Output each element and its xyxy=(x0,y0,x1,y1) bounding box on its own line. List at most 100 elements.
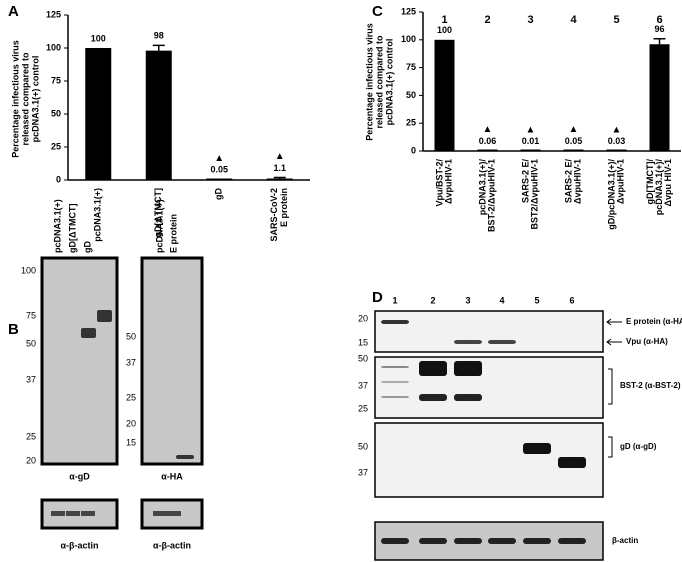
error-bar xyxy=(567,149,580,152)
y-axis-label: pcDNA3.1(+) control xyxy=(384,39,394,126)
lane-number: 4 xyxy=(570,14,577,26)
band xyxy=(381,381,409,383)
mw-marker: 20 xyxy=(26,455,36,465)
band xyxy=(381,320,409,324)
arrow xyxy=(606,318,622,326)
panel-label: C xyxy=(372,3,383,20)
y-axis-label: Percentage infectious virus xyxy=(364,23,374,141)
x-tick-label: gD[TMCT]/ xyxy=(645,159,655,205)
band xyxy=(381,366,409,368)
band xyxy=(488,340,516,344)
blot-label: Vpu (α-HA) xyxy=(626,337,668,346)
value-label: 98 xyxy=(154,31,164,41)
band xyxy=(454,340,482,344)
band xyxy=(419,538,447,544)
value-label: 0.05 xyxy=(210,165,228,175)
lane-number: 5 xyxy=(613,14,619,26)
bracket xyxy=(608,436,613,458)
mw-marker: 50 xyxy=(26,338,36,348)
blot xyxy=(40,256,119,466)
y-tick-label: 25 xyxy=(51,141,61,151)
band xyxy=(97,310,112,322)
x-tick-label: pcDNA3.1(+)/ xyxy=(477,159,487,216)
mw-marker: 100 xyxy=(21,265,36,275)
blot xyxy=(374,356,604,419)
y-tick-label: 75 xyxy=(51,75,61,85)
band xyxy=(558,538,586,544)
band xyxy=(381,538,409,544)
x-tick-label: pcDNA3.1(+) xyxy=(93,188,103,242)
band xyxy=(176,455,194,459)
mw-marker: 25 xyxy=(358,403,368,413)
error-bar xyxy=(653,37,666,45)
bar xyxy=(145,50,172,180)
x-tick-label: gD xyxy=(214,188,224,200)
y-axis-label: Percentage infectious virus xyxy=(10,40,20,158)
blot-label: BST-2 (α-BST-2) xyxy=(620,381,681,390)
y-tick-label: 50 xyxy=(51,108,61,118)
lane-label: gD xyxy=(82,241,92,253)
lane-number: 1 xyxy=(441,14,447,26)
x-tick-label: SARS-2 E/ xyxy=(520,159,530,204)
actin-label: α-β-actin xyxy=(60,540,98,550)
mw-marker: 25 xyxy=(126,392,136,402)
value-label: 1.1 xyxy=(273,163,286,173)
bar xyxy=(649,44,670,151)
x-tick-label: ΔvpuHIV-1 xyxy=(572,159,582,204)
x-tick-label: E protein xyxy=(279,188,289,227)
significance-marker: ▲ xyxy=(569,124,579,135)
panel-label: B xyxy=(8,321,19,338)
blot xyxy=(374,310,604,353)
significance-marker: ▲ xyxy=(214,153,224,164)
bar xyxy=(266,178,293,180)
x-tick-label: BST2/ΔvpuHIV-1 xyxy=(529,159,539,229)
y-tick-label: 125 xyxy=(46,9,61,19)
blot-label: β-actin xyxy=(612,536,638,545)
mw-marker: 50 xyxy=(358,441,368,451)
significance-marker: ▲ xyxy=(612,124,622,135)
band xyxy=(488,538,516,544)
lane-number: 3 xyxy=(527,14,533,26)
value-label: 0.06 xyxy=(479,136,497,146)
mw-marker: 37 xyxy=(358,380,368,390)
y-tick-label: 125 xyxy=(401,6,416,16)
blot-label: gD (α-gD) xyxy=(620,442,657,451)
panel-label: D xyxy=(372,289,383,306)
blot-label: E protein (α-HA) xyxy=(626,317,682,326)
band xyxy=(81,511,95,516)
error-bar xyxy=(524,149,537,152)
y-tick-label: 25 xyxy=(406,118,416,128)
band xyxy=(66,511,80,516)
y-tick-label: 100 xyxy=(401,34,416,44)
y-tick-label: 100 xyxy=(46,42,61,52)
significance-marker: ▲ xyxy=(275,151,285,162)
y-axis-label: pcDNA3.1(+) control xyxy=(30,56,40,143)
lane-number: 5 xyxy=(534,295,539,305)
mw-marker: 37 xyxy=(126,357,136,367)
blot xyxy=(140,256,204,466)
lane-number: 2 xyxy=(430,295,435,305)
mw-marker: 15 xyxy=(358,337,368,347)
y-tick-label: 75 xyxy=(406,62,416,72)
antibody-label: α-gD xyxy=(69,471,90,481)
y-tick-label: 0 xyxy=(411,145,416,155)
value-label: 100 xyxy=(91,33,106,43)
x-tick-label: gD[ΔTMCT] xyxy=(153,188,163,237)
lane-number: 4 xyxy=(499,295,504,305)
x-tick-label: Δvpu HIV-1 xyxy=(663,159,673,206)
mw-marker: 37 xyxy=(26,374,36,384)
band xyxy=(558,457,586,468)
x-tick-label: SARS-CoV-2 xyxy=(269,188,279,242)
band xyxy=(454,361,482,376)
lane-label: gD[ΔTMCT] xyxy=(67,204,77,253)
value-label: 100 xyxy=(437,25,452,35)
error-bar xyxy=(481,149,494,152)
x-tick-label: Vpu/BST-2/ xyxy=(434,159,444,207)
bar xyxy=(434,39,455,151)
value-label: 0.03 xyxy=(608,136,626,146)
actin-label: α-β-actin xyxy=(153,540,191,550)
lane-label: pcDNA3.1(+) xyxy=(154,199,164,253)
band xyxy=(167,511,181,516)
lane-label: E protein xyxy=(168,214,178,253)
